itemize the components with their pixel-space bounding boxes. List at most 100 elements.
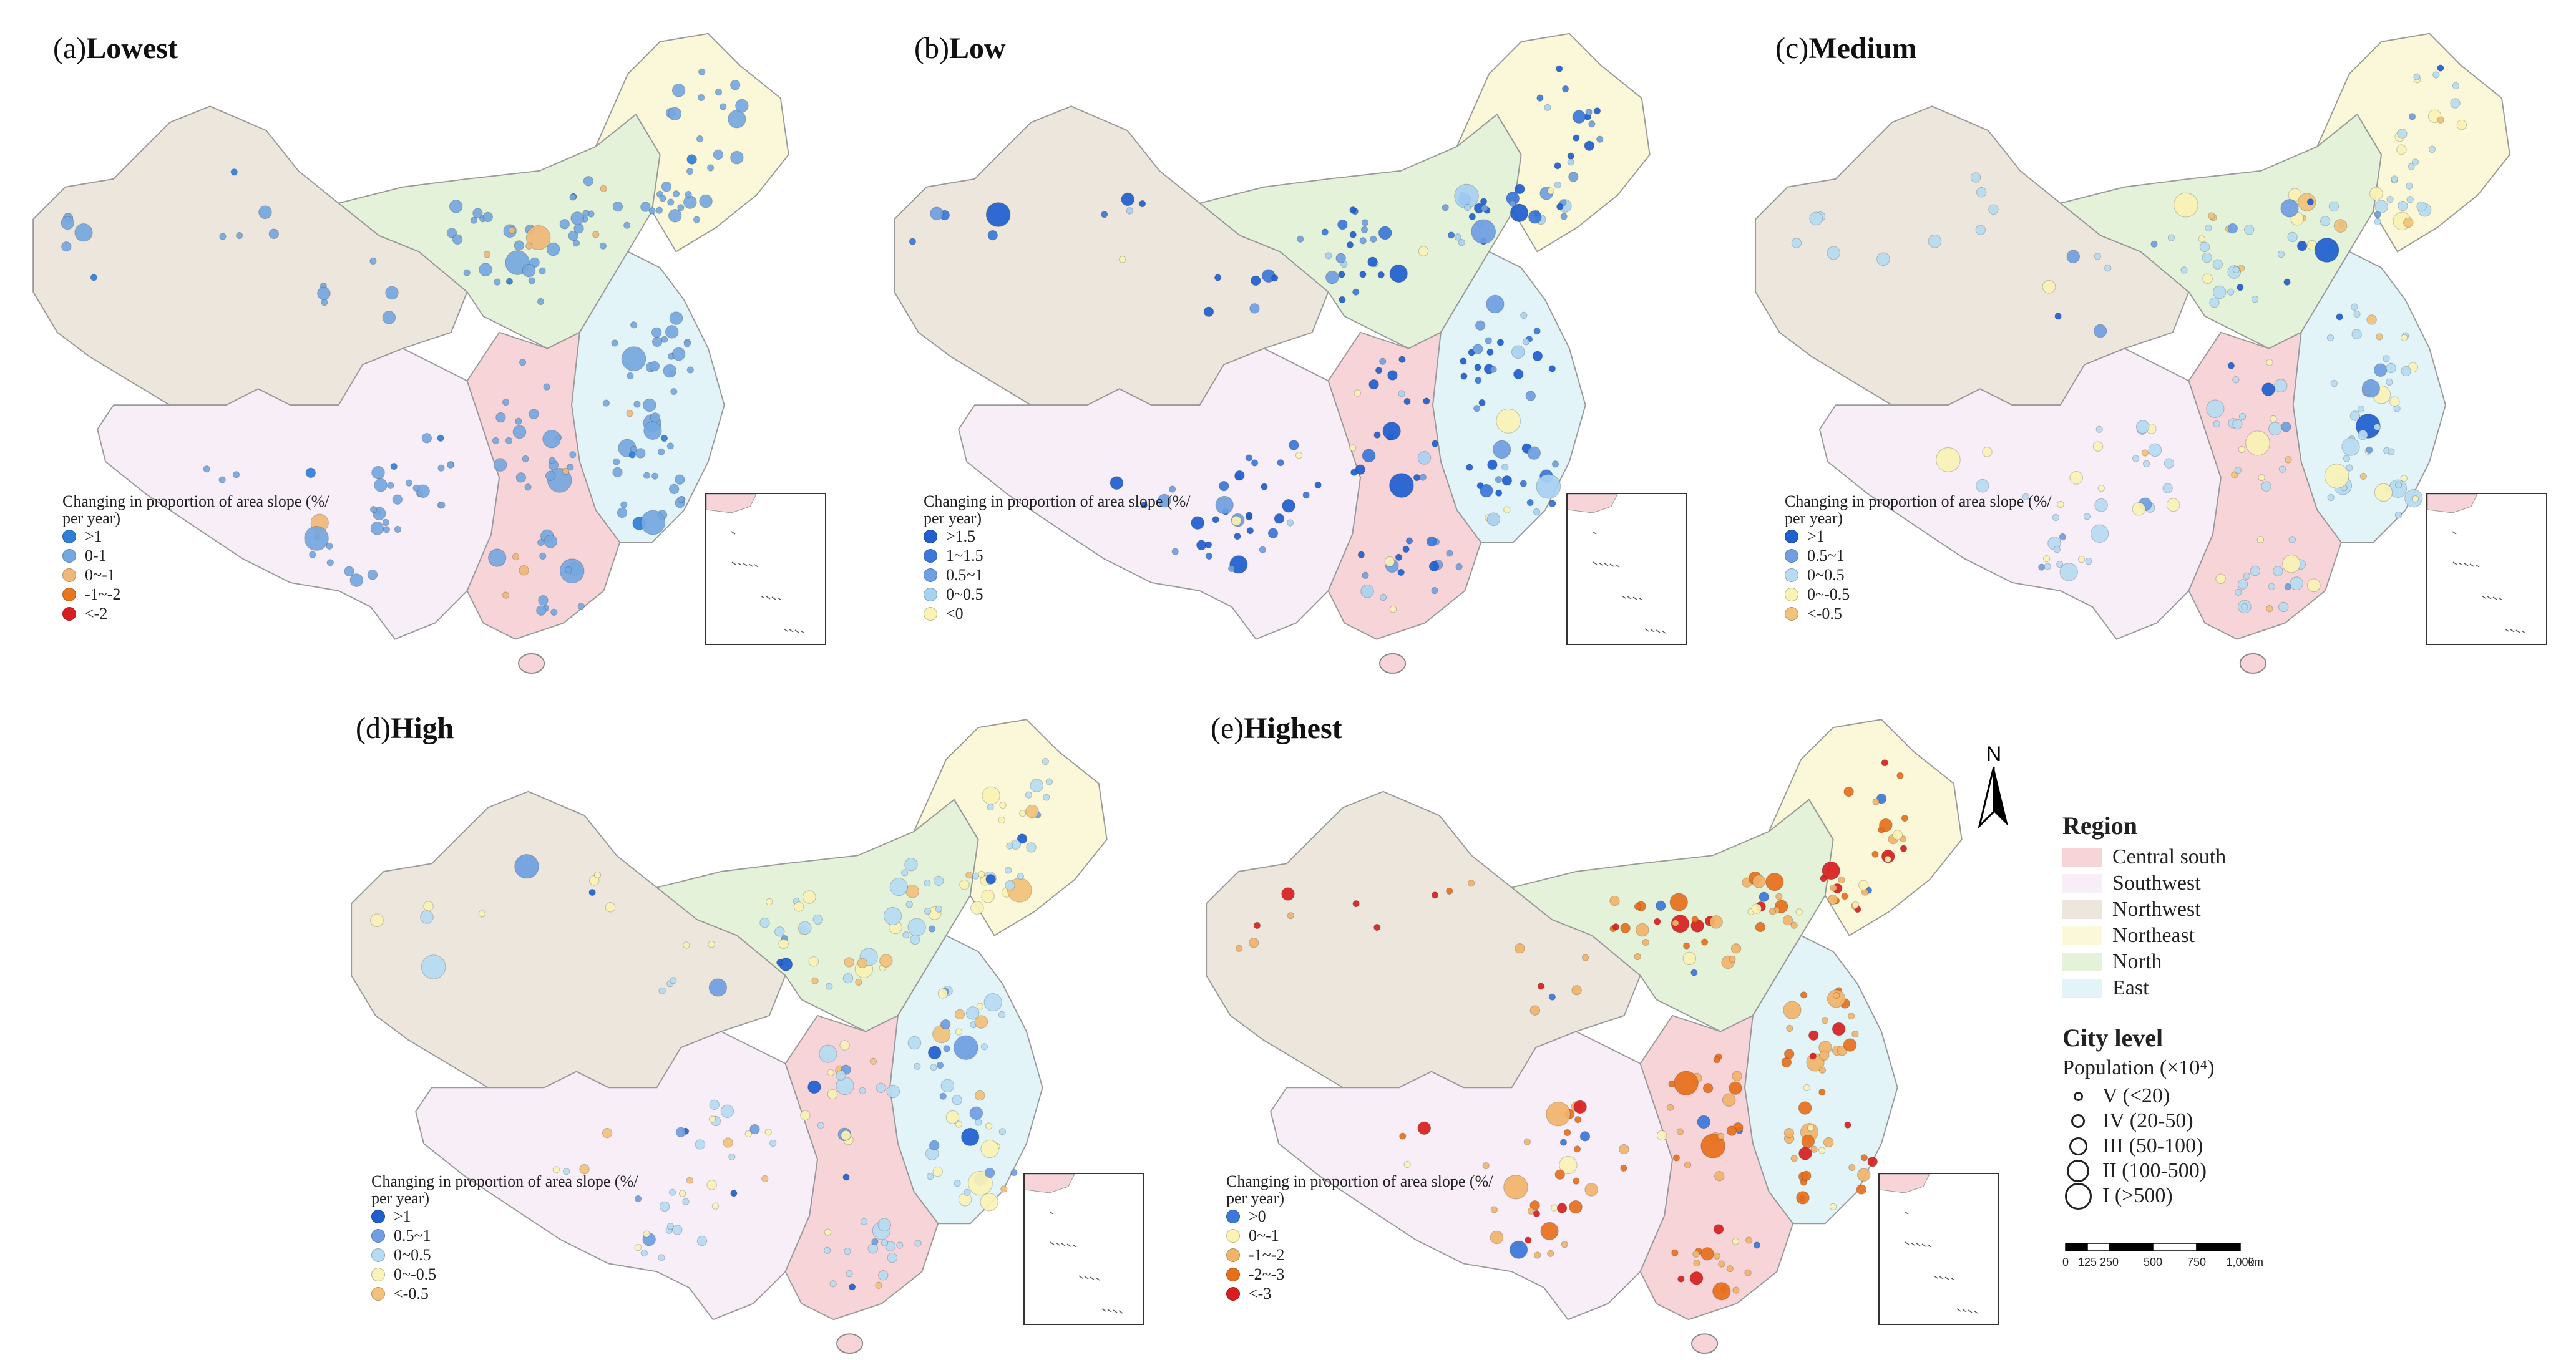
slope-legend-item: 0.5~1 bbox=[1785, 546, 2053, 565]
city-marker bbox=[392, 494, 403, 505]
city-marker bbox=[728, 110, 746, 129]
city-marker bbox=[766, 898, 773, 906]
city-marker bbox=[954, 1009, 965, 1020]
city-marker bbox=[1560, 213, 1568, 220]
city-marker bbox=[778, 938, 789, 950]
city-level-label: V (<20) bbox=[2102, 1084, 2170, 1107]
city-marker bbox=[1361, 219, 1369, 226]
city-marker bbox=[1389, 605, 1397, 613]
island-hainan bbox=[2239, 653, 2266, 674]
city-marker bbox=[2092, 441, 2104, 452]
city-marker bbox=[235, 231, 243, 240]
city-marker bbox=[2343, 455, 2351, 462]
scale-tick-label: 250 bbox=[2100, 1256, 2119, 1268]
city-marker bbox=[1349, 231, 1357, 238]
city-marker bbox=[940, 1019, 951, 1030]
city-marker bbox=[1246, 512, 1253, 519]
city-marker bbox=[2408, 163, 2415, 170]
city-marker bbox=[2374, 211, 2381, 218]
city-marker bbox=[623, 221, 631, 229]
city-marker bbox=[2366, 446, 2373, 454]
city-marker bbox=[1848, 1163, 1856, 1172]
china-map-b bbox=[894, 32, 1651, 674]
slope-legend-item: >1 bbox=[62, 527, 331, 546]
city-marker bbox=[1810, 1145, 1818, 1153]
city-marker bbox=[1567, 158, 1574, 166]
legend-label: 0~-0.5 bbox=[394, 1265, 437, 1283]
city-marker bbox=[612, 467, 623, 478]
city-marker bbox=[1579, 1131, 1591, 1142]
city-marker bbox=[2374, 483, 2393, 502]
legend-swatch bbox=[1226, 1228, 1240, 1243]
region-label: East bbox=[2112, 976, 2149, 999]
city-marker bbox=[640, 510, 666, 535]
city-level-subtitle: Population (×10⁴) bbox=[2062, 1056, 2215, 1079]
city-marker bbox=[914, 1240, 922, 1247]
city-marker bbox=[1458, 238, 1466, 246]
city-marker bbox=[494, 278, 501, 286]
city-marker bbox=[1378, 226, 1392, 240]
south-china-sea-inset bbox=[705, 493, 826, 645]
city-marker bbox=[749, 1124, 760, 1135]
region-northeast bbox=[1456, 32, 1651, 253]
city-level-item: III (50-100) bbox=[2062, 1134, 2215, 1158]
city-marker bbox=[1503, 506, 1511, 513]
city-marker bbox=[1362, 571, 1369, 580]
city-marker bbox=[968, 1170, 993, 1196]
slope-legend-item: >0 bbox=[1226, 1207, 1495, 1226]
city-marker bbox=[2241, 603, 2248, 611]
city-marker bbox=[544, 534, 558, 548]
city-marker bbox=[1818, 1147, 1826, 1154]
city-marker bbox=[1171, 548, 1179, 555]
city-marker bbox=[902, 931, 910, 939]
city-marker bbox=[2298, 193, 2316, 211]
city-marker bbox=[1405, 537, 1413, 545]
city-marker bbox=[2408, 113, 2416, 120]
city-marker bbox=[508, 226, 515, 234]
city-marker bbox=[2320, 216, 2331, 226]
city-marker bbox=[423, 901, 434, 911]
region-northeast bbox=[913, 719, 1108, 936]
region-legend: Region Central south Southwest Northwest No… bbox=[2062, 811, 2226, 1001]
city-marker bbox=[2212, 259, 2223, 270]
city-marker bbox=[1471, 219, 1496, 245]
legend-label: <-0.5 bbox=[394, 1285, 429, 1303]
city-marker bbox=[1581, 954, 1589, 961]
city-marker bbox=[493, 458, 507, 472]
city-marker bbox=[1370, 235, 1377, 243]
city-marker bbox=[1042, 757, 1049, 765]
scale-segment bbox=[2152, 1243, 2197, 1251]
city-marker bbox=[1782, 915, 1793, 926]
city-marker bbox=[817, 1122, 825, 1129]
city-marker bbox=[2386, 362, 2396, 374]
city-marker bbox=[1249, 303, 1260, 314]
city-marker bbox=[1281, 887, 1295, 901]
city-marker bbox=[2288, 536, 2296, 543]
city-marker bbox=[808, 956, 819, 967]
city-marker bbox=[929, 1140, 940, 1151]
city-marker bbox=[660, 434, 668, 442]
city-marker bbox=[905, 901, 913, 908]
slope-legend-item: 0~-0.5 bbox=[371, 1265, 640, 1284]
legend-swatch bbox=[924, 568, 937, 582]
city-marker bbox=[2227, 223, 2238, 234]
city-marker bbox=[1559, 1155, 1578, 1175]
city-marker bbox=[869, 1057, 877, 1065]
city-marker bbox=[2097, 484, 2105, 492]
city-marker bbox=[952, 1095, 962, 1105]
city-marker bbox=[744, 1130, 752, 1138]
city-size-ring bbox=[2067, 1160, 2089, 1182]
city-marker bbox=[1000, 1185, 1008, 1193]
city-marker bbox=[842, 973, 854, 984]
city-marker bbox=[1245, 454, 1253, 462]
city-marker bbox=[2261, 481, 2271, 492]
city-marker bbox=[2284, 583, 2291, 591]
city-marker bbox=[959, 879, 970, 890]
city-marker bbox=[1219, 480, 1229, 492]
city-marker bbox=[394, 525, 402, 533]
city-marker bbox=[1379, 593, 1387, 601]
legend-label: -1~-2 bbox=[85, 585, 121, 603]
panel-level-a: Lowest bbox=[86, 32, 178, 65]
slope-legend-item: -1~-2 bbox=[1226, 1245, 1495, 1265]
city-marker bbox=[886, 1084, 900, 1099]
